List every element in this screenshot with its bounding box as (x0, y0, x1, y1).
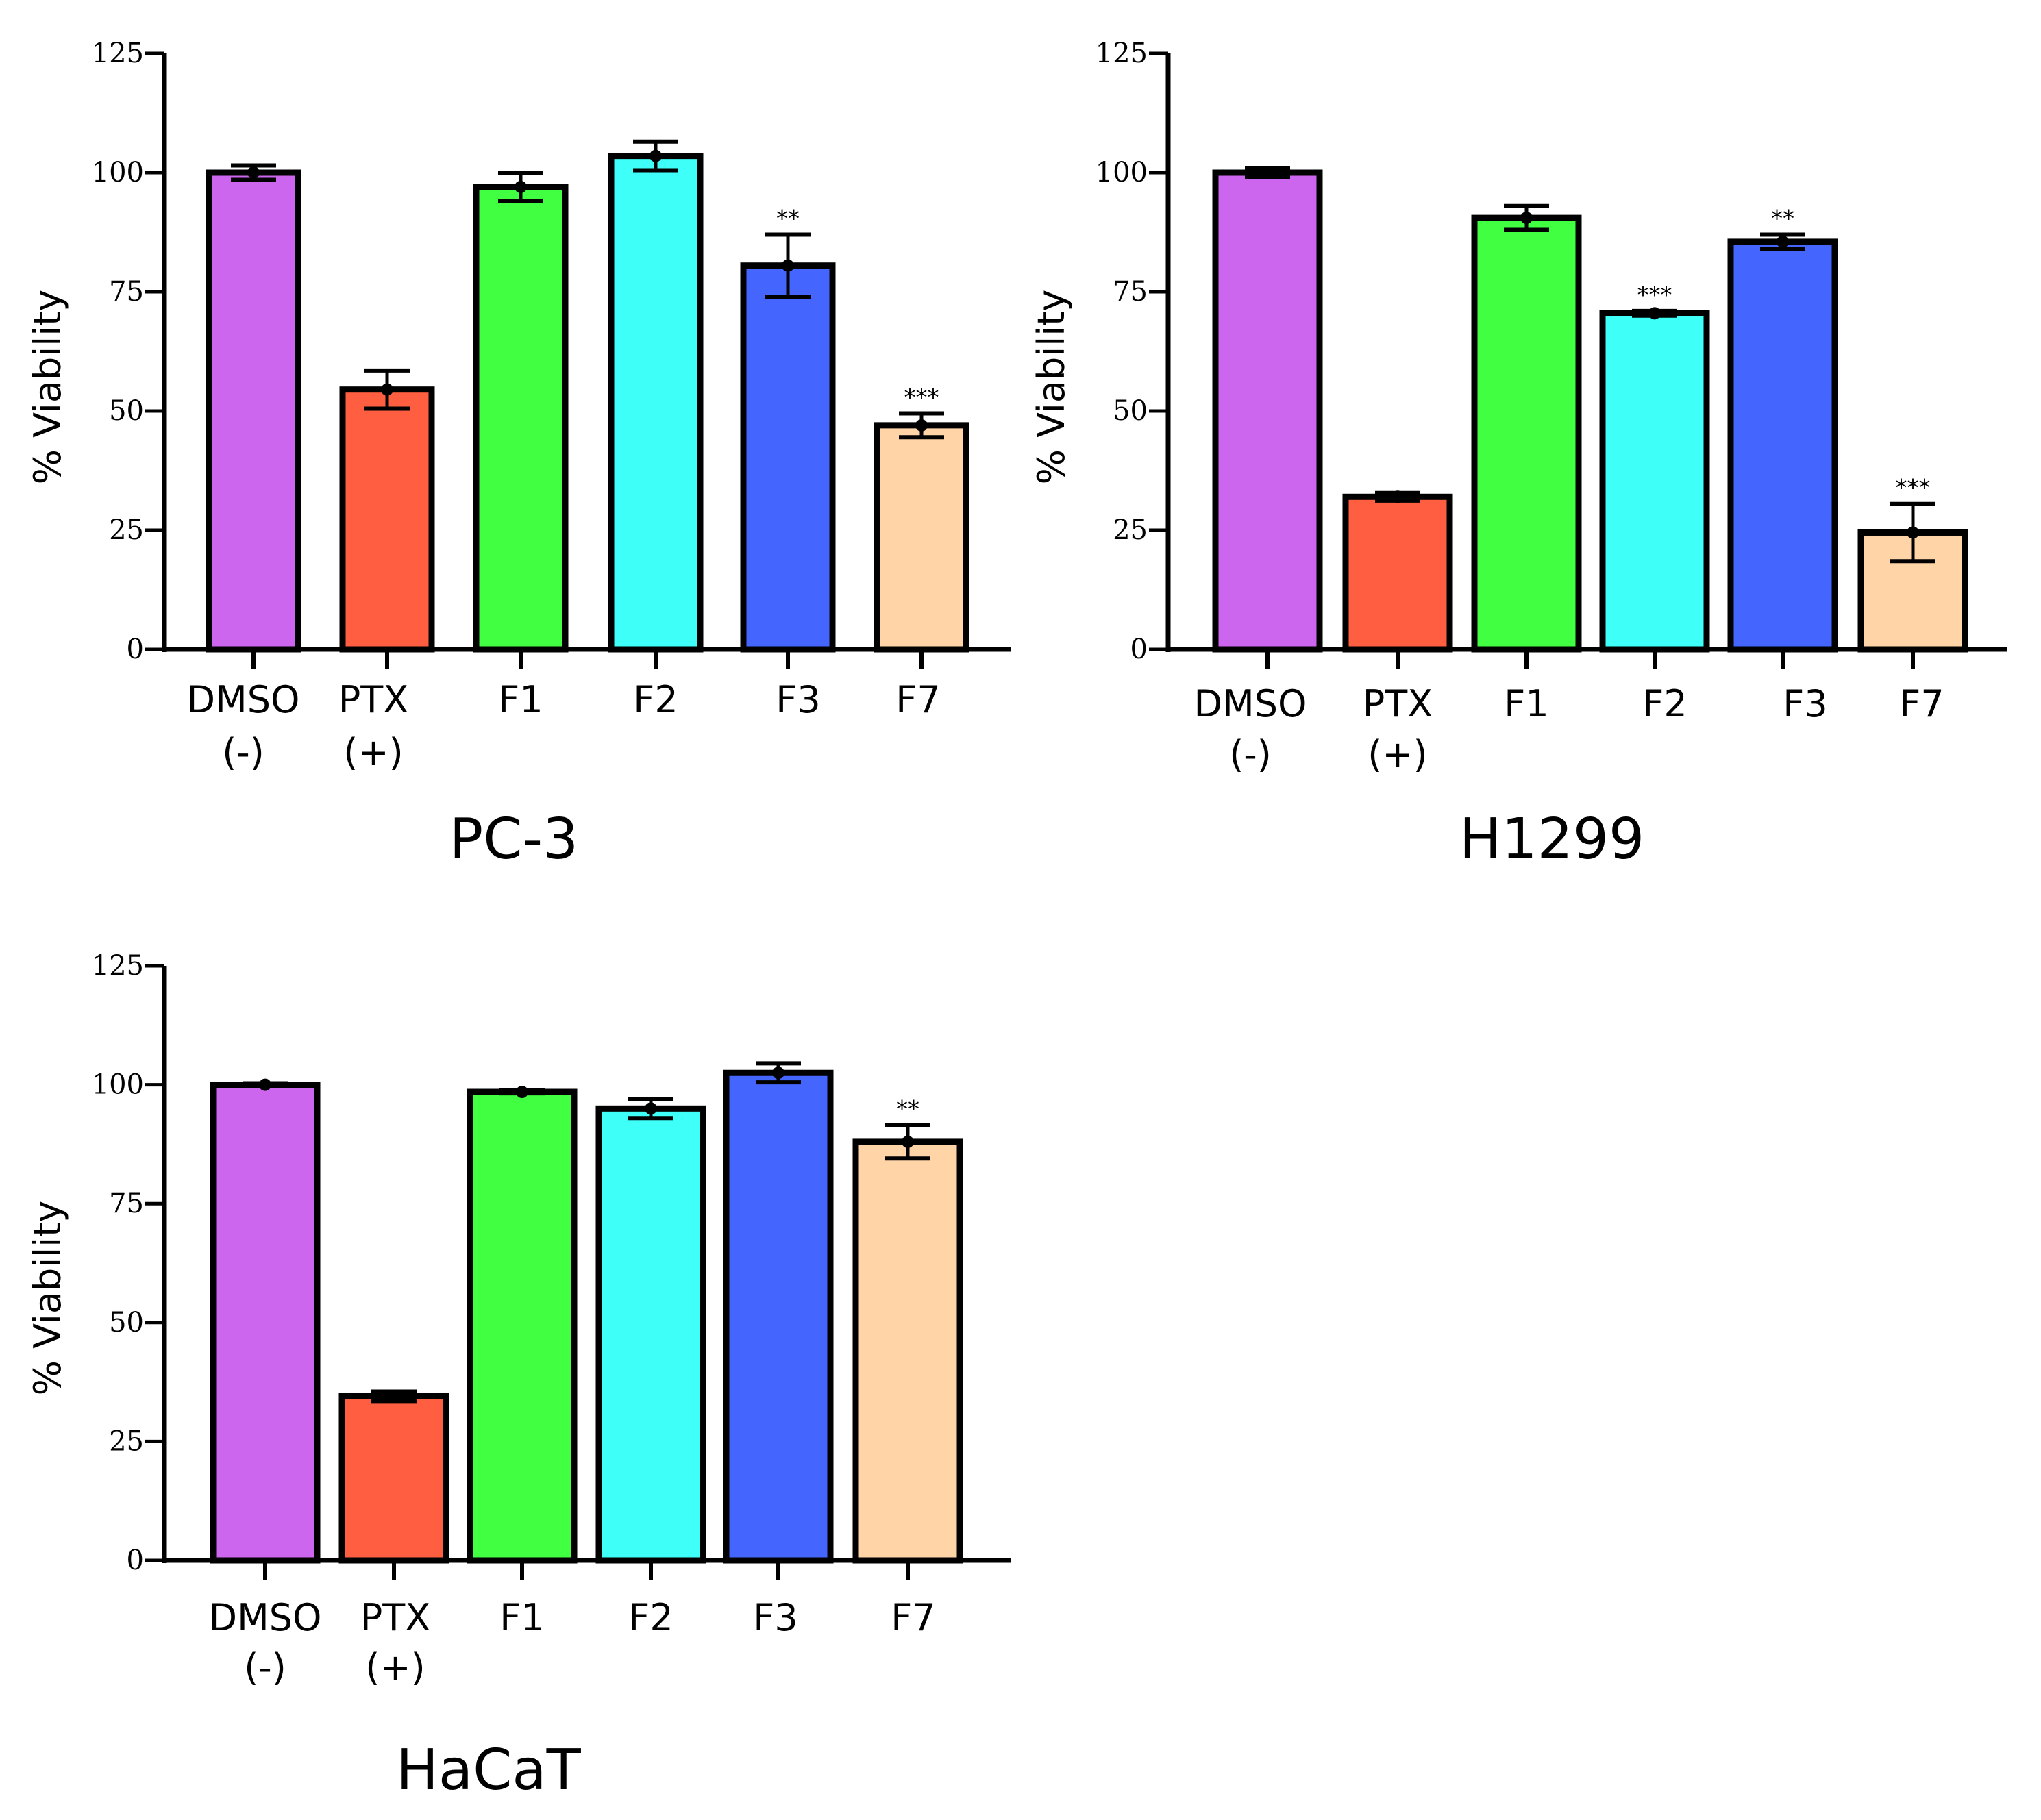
mean-point (381, 383, 393, 396)
mean-point (645, 1102, 657, 1115)
bar (874, 422, 969, 653)
y-tick-label: 0 (127, 1545, 144, 1576)
x-tick-label: F7 (1899, 682, 1944, 725)
bar (206, 169, 301, 653)
significance-label: ** (776, 205, 800, 232)
y-tick-label: 100 (1096, 157, 1148, 188)
x-tick-label: F3 (1783, 682, 1827, 725)
x-tick-label: PTX (360, 1596, 431, 1639)
significance-label: ** (896, 1096, 919, 1123)
mean-point (902, 1135, 914, 1148)
bar (1212, 169, 1323, 653)
y-tick-label: 0 (127, 634, 144, 665)
chart-title: H1299 (1459, 807, 1644, 872)
y-tick-label: 50 (1113, 395, 1148, 427)
x-tick-label: DMSO (1194, 682, 1307, 725)
mean-point (772, 1067, 784, 1080)
y-tick-label: 100 (92, 157, 144, 188)
x-tick-label: (-) (1229, 733, 1272, 776)
bar (1599, 310, 1710, 653)
bar (467, 1088, 578, 1564)
bar (339, 386, 435, 653)
y-tick-label: 50 (109, 395, 144, 427)
mean-point (915, 419, 928, 432)
y-tick-label: 75 (109, 1188, 144, 1219)
mean-point (515, 180, 527, 193)
bar (1342, 493, 1453, 653)
bar (1471, 214, 1582, 653)
bar (210, 1082, 321, 1564)
x-tick-label: F7 (891, 1596, 935, 1639)
x-tick-label: F2 (633, 678, 678, 721)
x-tick-label: DMSO (209, 1596, 322, 1639)
y-tick-label: 25 (109, 514, 144, 546)
mean-point (1907, 526, 1919, 539)
y-tick-label: 25 (1113, 514, 1148, 546)
chart-panel-h1299: H1299% Viability ********0255075100125DMS… (1030, 38, 2007, 872)
y-tick-label: 75 (1113, 276, 1148, 308)
chart-title: HaCaT (396, 1738, 581, 1803)
x-tick-label: F2 (628, 1596, 673, 1639)
significance-label: ** (1771, 205, 1794, 232)
x-tick-label: F2 (1642, 682, 1687, 725)
mean-point (259, 1078, 271, 1091)
mean-point (1261, 166, 1274, 179)
chart-panel-hacat: HaCaT % Viability ** 0 25 50 75 100 125 DMSO (-) PT… (26, 950, 1011, 1803)
x-tick-label: F1 (498, 678, 543, 721)
significance-label: *** (1637, 282, 1672, 309)
mean-point (388, 1390, 400, 1403)
y-tick-label: 0 (1130, 634, 1148, 665)
bar (473, 184, 569, 653)
x-tick-label: F7 (895, 678, 940, 721)
mean-point (1520, 212, 1533, 225)
x-tick-label: PTX (338, 678, 409, 721)
y-tick-label: 100 (92, 1069, 144, 1101)
bar (595, 1105, 706, 1564)
bar (338, 1393, 449, 1564)
bar (740, 262, 836, 653)
x-tick-label: F1 (1504, 682, 1548, 725)
chart-panel-pc-3: PC-3% Viability*****0255075100125DMSO(-)… (26, 38, 1011, 872)
y-tick-label: 50 (109, 1307, 144, 1338)
mean-point (782, 259, 794, 272)
y-tick-label: 75 (109, 276, 144, 308)
y-axis-label: % Viability (1030, 290, 1073, 485)
x-tick-label: F3 (753, 1596, 797, 1639)
mean-point (1777, 235, 1789, 248)
x-tick-label: F3 (776, 678, 820, 721)
chart-title: PC-3 (449, 807, 578, 872)
significance-label: *** (904, 384, 939, 411)
bar (1727, 238, 1838, 653)
bar (723, 1069, 834, 1564)
mean-point (650, 149, 662, 162)
x-tick-label: F1 (499, 1596, 544, 1639)
x-tick-label: (+) (1368, 733, 1427, 776)
y-tick-label: 125 (92, 38, 144, 69)
bar (608, 153, 704, 653)
mean-point (1391, 490, 1404, 503)
mean-point (516, 1086, 528, 1099)
x-tick-label: (-) (222, 731, 264, 774)
y-tick-label: 25 (109, 1425, 144, 1457)
y-tick-label: 125 (92, 950, 144, 982)
x-tick-label: DMSO (187, 678, 300, 721)
y-axis-label: % Viability (26, 290, 69, 485)
bar (852, 1138, 963, 1564)
mean-point (247, 166, 260, 179)
y-tick-label: 125 (1096, 38, 1148, 69)
x-tick-label: (-) (244, 1646, 286, 1689)
significance-label: *** (1896, 475, 1931, 502)
x-tick-label: (+) (365, 1646, 425, 1689)
x-tick-label: PTX (1363, 682, 1433, 725)
x-tick-label: (+) (343, 731, 403, 774)
y-axis-label: % Viability (26, 1201, 69, 1396)
mean-point (1648, 307, 1661, 320)
